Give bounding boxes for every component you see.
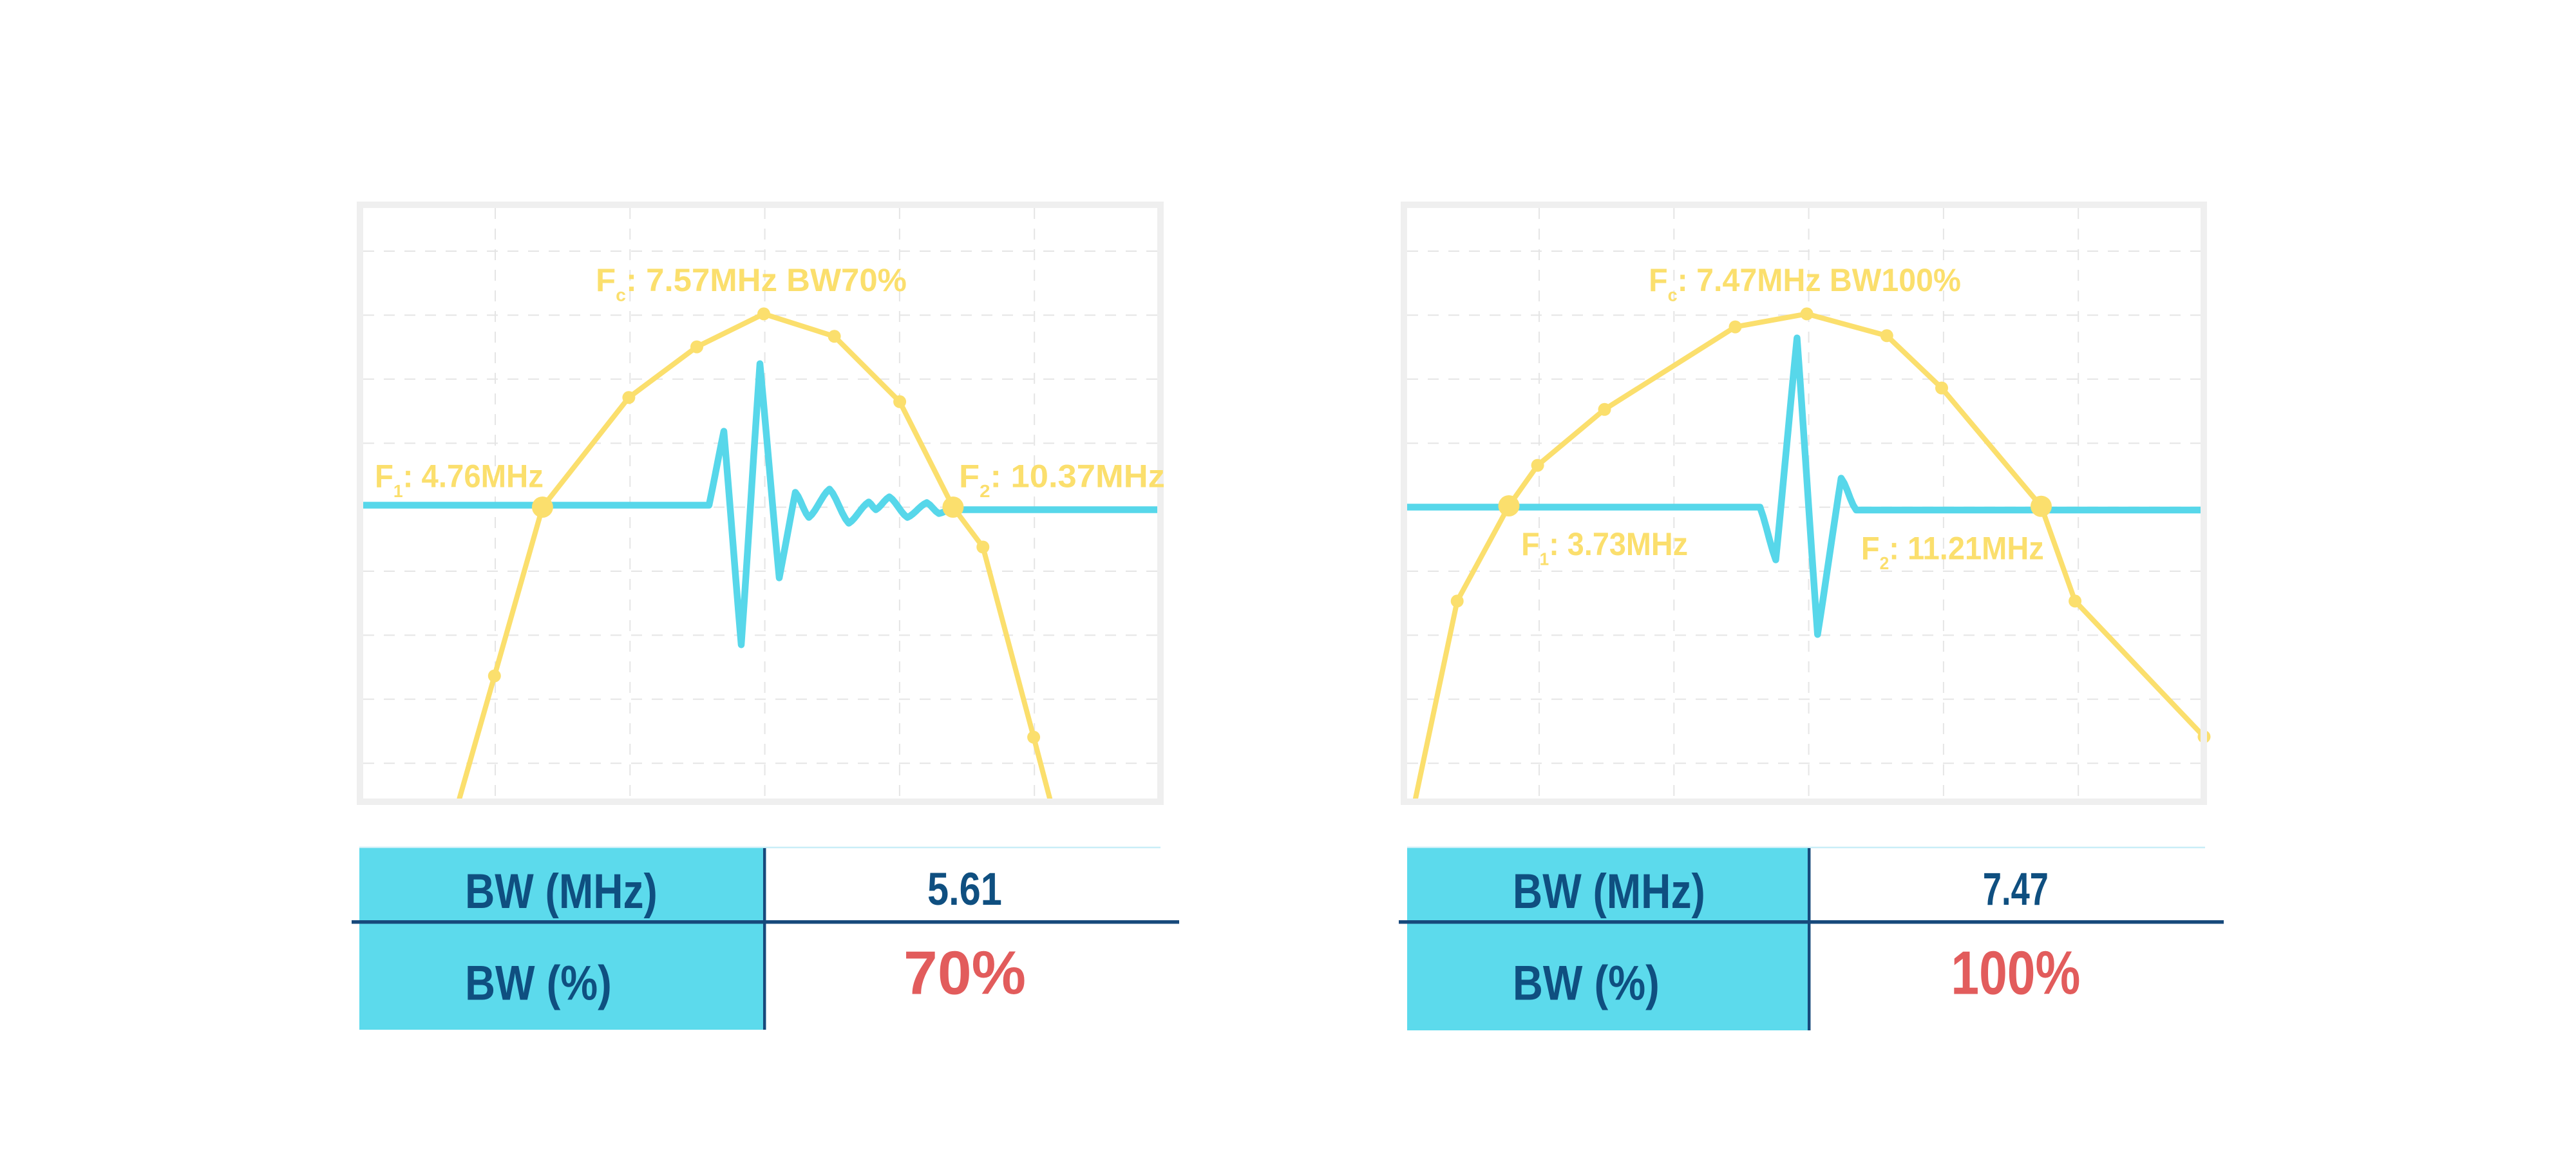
spectrum-point-marker — [1880, 329, 1893, 343]
bandwidth-edge-marker — [1498, 495, 1520, 516]
table-header-column — [359, 848, 763, 1030]
bw-mhz-label: BW (MHz) — [465, 864, 658, 918]
bw-percent-label: BW (%) — [1513, 956, 1660, 1010]
f2-annotation: F2: 10.37MHz — [959, 459, 1165, 502]
spectrum-point-marker — [1450, 594, 1464, 608]
f1-annotation: F1: 3.73MHz — [1521, 527, 1688, 569]
spectrum-point-marker — [1728, 320, 1742, 334]
spectrum-point-marker — [690, 340, 703, 354]
table-bw70: BW (MHz) BW (%) 5.61 70% — [352, 846, 1179, 1030]
table-header-column — [1407, 848, 1808, 1030]
spectrum-point-marker — [622, 391, 636, 404]
bandwidth-edge-marker — [531, 497, 553, 518]
spectrum-curve — [457, 311, 1053, 801]
chart-bw70: Fc: 7.57MHz BW70% F1: 4.76MHz F2: 10.37M… — [357, 202, 1165, 805]
spectrum-curve — [1413, 311, 2207, 801]
chart-bw100: Fc: 7.47MHz BW100% F1: 3.73MHz F2: 11.21… — [1401, 202, 2211, 805]
spectrum-point-marker — [1598, 402, 1611, 416]
spectrum-markers — [1450, 307, 2211, 744]
spectrum-point-marker — [1027, 730, 1041, 744]
fc-annotation: Fc: 7.57MHz BW70% — [596, 261, 907, 305]
spectrum-point-marker — [1935, 381, 1948, 395]
plot-frame — [1401, 202, 2207, 805]
f1-annotation: F1: 4.76MHz — [375, 459, 544, 501]
pulse-waveform — [359, 360, 1161, 648]
spectrum-markers — [488, 307, 1041, 744]
bw-percent-label: BW (%) — [465, 956, 612, 1010]
spectrum-point-marker — [976, 540, 990, 554]
plot-frame — [357, 202, 1164, 805]
bw-percent-value: 70% — [904, 939, 1026, 1008]
bw-mhz-label: BW (MHz) — [1513, 864, 1705, 918]
spectrum-point-marker — [2069, 594, 2082, 608]
spectrum-point-marker — [488, 669, 501, 683]
fc-annotation: Fc: 7.47MHz BW100% — [1649, 262, 1961, 305]
spectrum-point-marker — [757, 307, 770, 321]
bw-percent-value: 100% — [1951, 938, 2080, 1007]
spectrum-point-marker — [893, 395, 907, 408]
bw-mhz-value: 7.47 — [1983, 864, 2049, 915]
bw-mhz-value: 5.61 — [927, 864, 1002, 914]
bandwidth-edge-marker — [942, 497, 964, 518]
spectrum-point-marker — [1531, 459, 1544, 472]
spectrum-point-marker — [828, 330, 841, 343]
spectrum-point-marker — [1800, 307, 1814, 321]
pulse-waveform — [1403, 334, 2204, 638]
f2-annotation: F2: 11.21MHz — [1861, 531, 2044, 573]
table-bw100: BW (MHz) BW (%) 7.47 100% — [1399, 846, 2224, 1030]
bandwidth-edge-marker — [2031, 495, 2052, 517]
